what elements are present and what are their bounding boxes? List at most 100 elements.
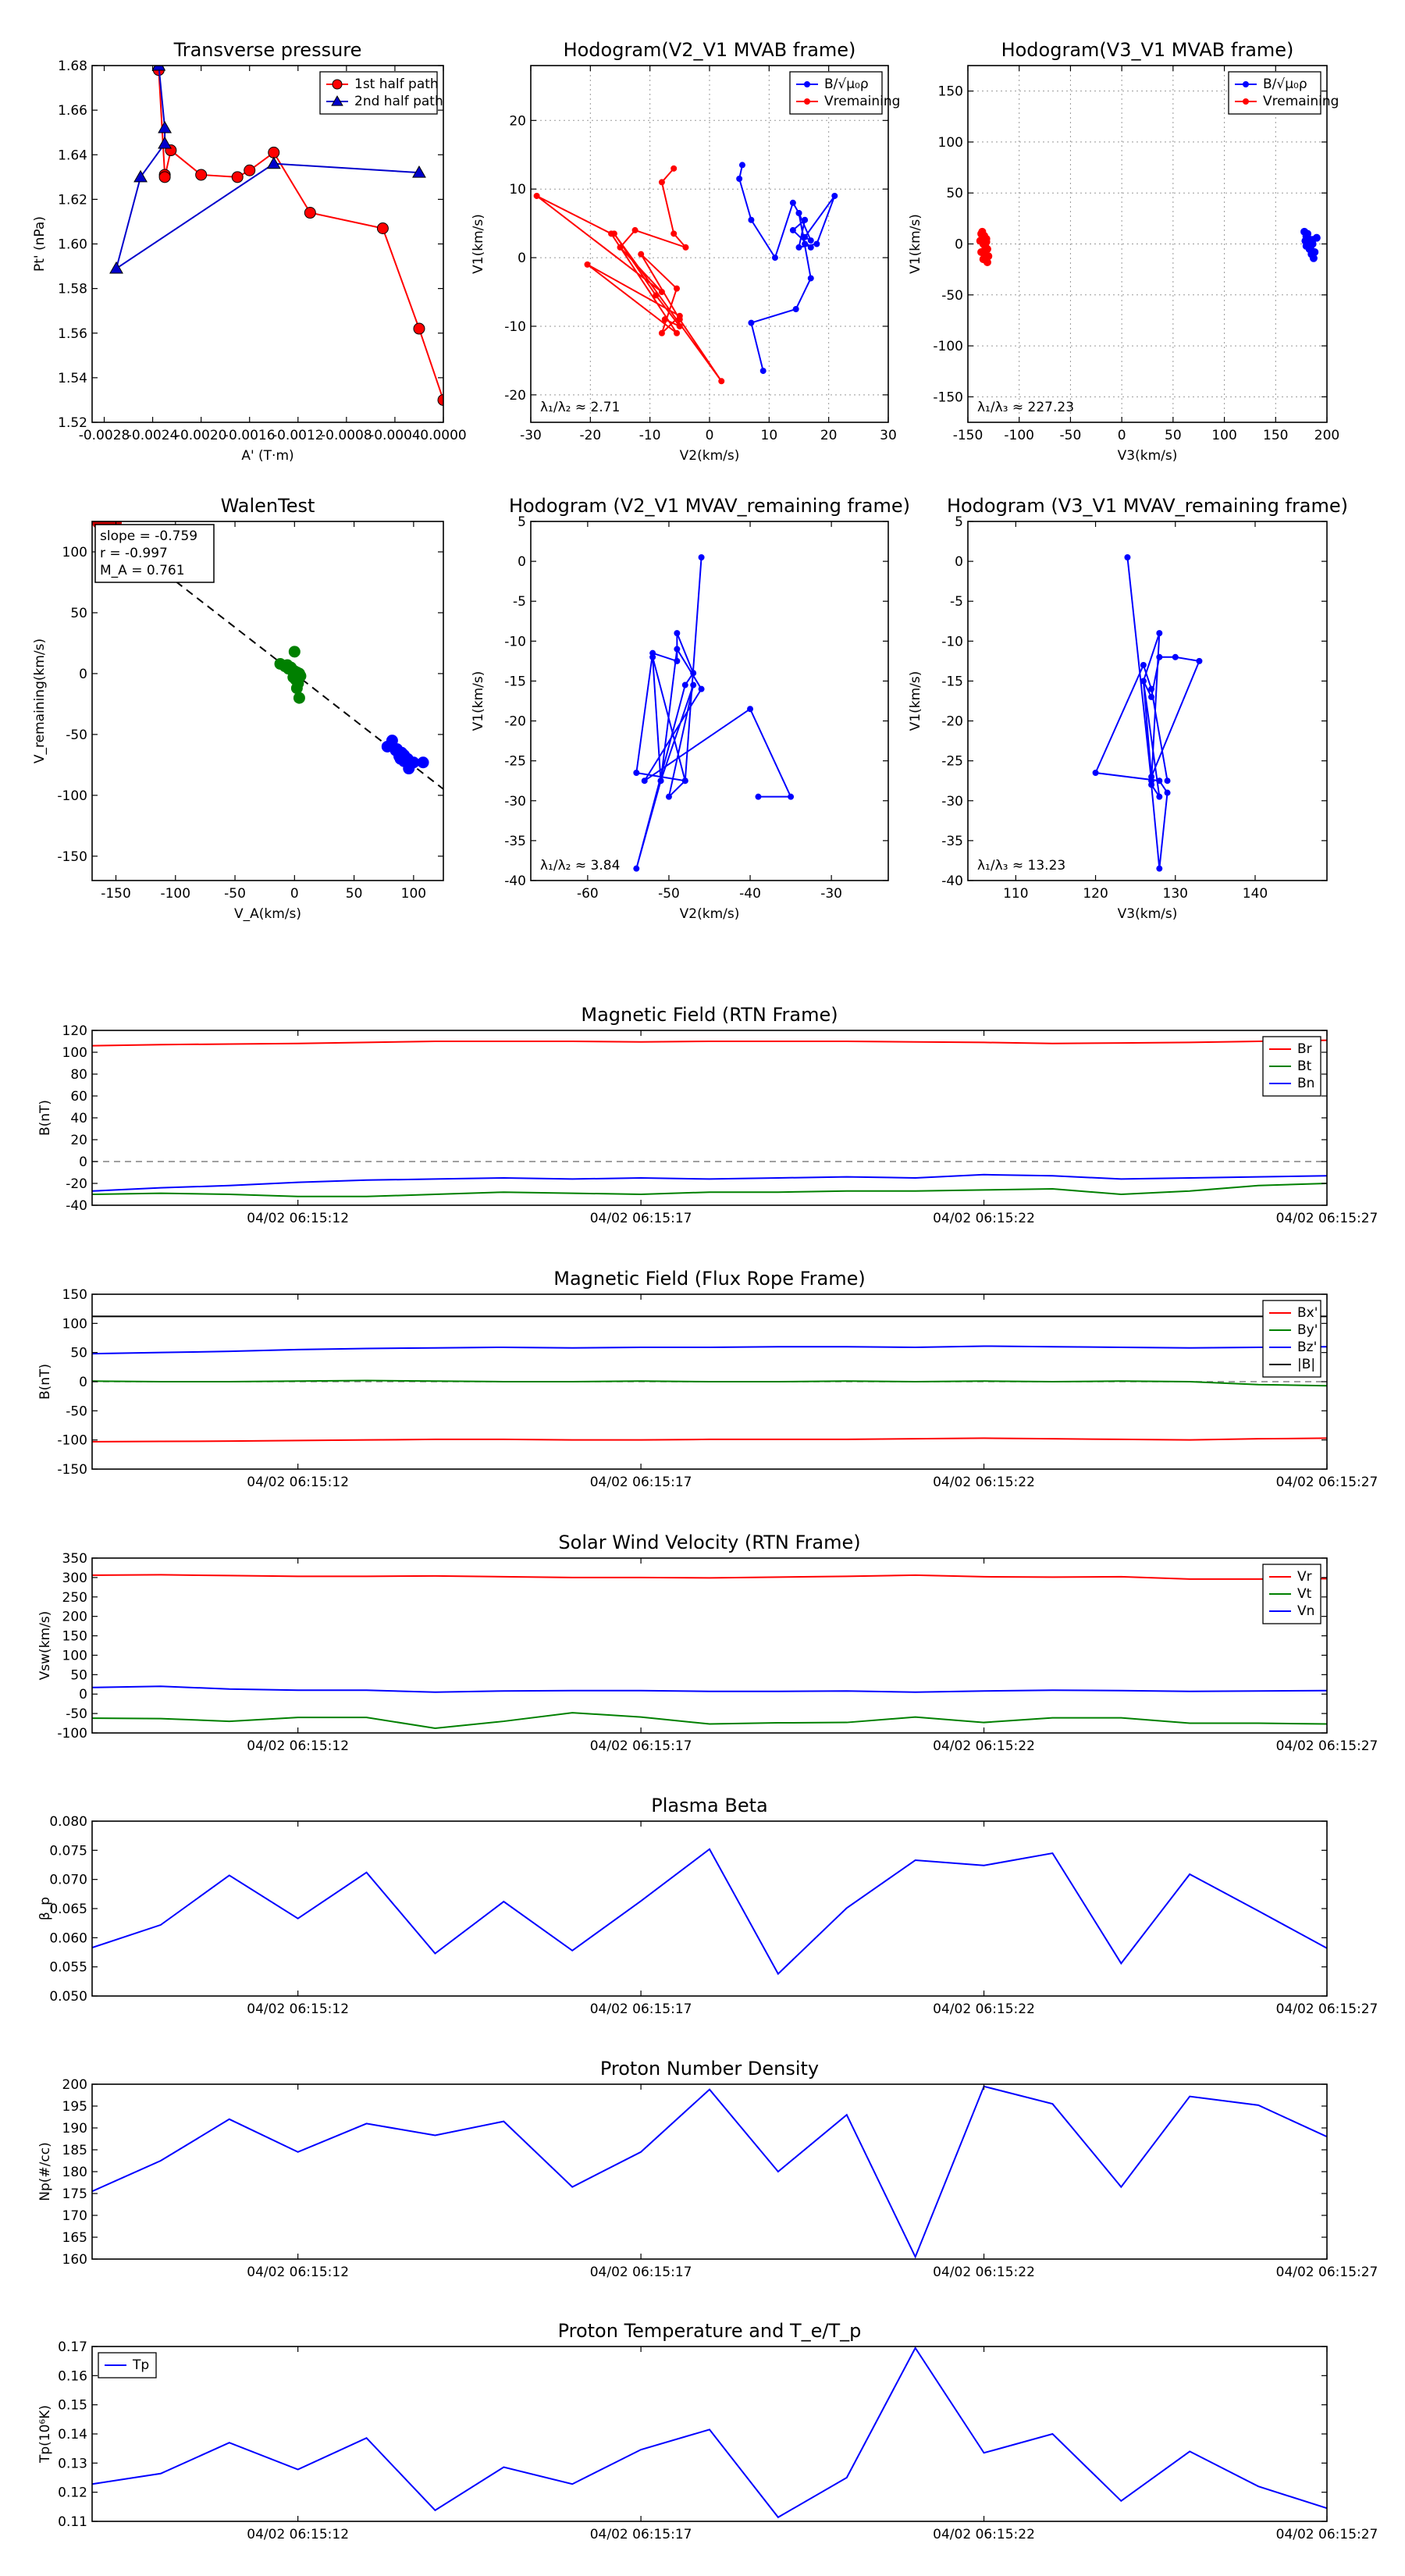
y-tick-label: -20 xyxy=(66,1176,87,1192)
proton-number-density-chart: Proton Number Density 04/02 06:15:12 04/02… xyxy=(37,2058,1378,2280)
data-point xyxy=(195,169,208,181)
data-point xyxy=(633,865,640,872)
y-tick-label: 200 xyxy=(62,2077,87,2093)
plot-area xyxy=(633,554,795,872)
y-tick-label: -100 xyxy=(57,788,87,804)
data-point xyxy=(1156,865,1163,872)
y-tick-label: 0 xyxy=(79,1687,87,1703)
y-tick-label: 50 xyxy=(70,1667,87,1683)
x-tick-label: 0 xyxy=(290,886,299,902)
y-tick-label: -40 xyxy=(504,873,526,889)
data-point xyxy=(290,682,303,695)
data-point xyxy=(649,653,656,660)
series-line xyxy=(92,1574,1327,1580)
data-point xyxy=(755,793,762,800)
y-tick-label: 100 xyxy=(62,1648,87,1663)
y-tick-label: -150 xyxy=(933,390,963,405)
x-tick-label: 04/02 06:15:17 xyxy=(590,2265,692,2280)
stats-line: M_A = 0.761 xyxy=(100,563,185,578)
series-line xyxy=(92,1039,1327,1047)
x-axis-label: V_A(km/s) xyxy=(234,906,301,922)
data-point xyxy=(1305,240,1314,249)
y-tick-label: -100 xyxy=(57,1726,87,1742)
data-point xyxy=(831,192,838,199)
y-tick-label: -25 xyxy=(941,754,963,770)
y-tick-label: -100 xyxy=(933,339,963,354)
x-tick-label: 04/02 06:15:12 xyxy=(247,1738,349,1754)
y-tick-label: 1.60 xyxy=(58,237,87,253)
data-point xyxy=(1156,630,1163,637)
y-tick-label: 165 xyxy=(62,2230,87,2246)
data-point xyxy=(133,169,148,183)
y-tick-label: 195 xyxy=(62,2099,87,2115)
x-tick-label: -100 xyxy=(1004,428,1034,443)
plasma-beta-chart: Plasma Beta 04/02 06:15:12 04/02 06:15:17 0… xyxy=(37,1795,1378,2017)
legend: Bx'By' Bz' |B| xyxy=(1262,1300,1321,1378)
chart-title: Hodogram(V3_V1 MVAB frame) xyxy=(1001,39,1294,61)
data-point xyxy=(1140,678,1147,685)
y-tick-label: 0 xyxy=(79,1155,87,1170)
series-line xyxy=(92,2347,1327,2519)
y-tick-label: 1.64 xyxy=(58,148,87,163)
x-tick-label: 30 xyxy=(880,428,897,443)
x-tick-label: 10 xyxy=(761,428,778,443)
y-axis-label: β_p xyxy=(37,1897,53,1920)
y-tick-label: -5 xyxy=(950,594,963,610)
legend-label: Vremaining xyxy=(824,94,900,109)
y-tick-label: 170 xyxy=(62,2208,87,2224)
y-tick-label: 1.66 xyxy=(58,103,87,119)
y-tick-label: 0 xyxy=(79,667,87,682)
x-tick-label: -50 xyxy=(658,886,680,902)
x-tick-label: 140 xyxy=(1243,886,1268,902)
y-tick-label: 1.68 xyxy=(58,59,87,74)
data-point xyxy=(674,646,681,653)
x-tick-label: 150 xyxy=(1263,428,1288,443)
x-tick-label: 04/02 06:15:17 xyxy=(590,1738,692,1754)
data-point xyxy=(658,179,665,186)
y-tick-label: 0 xyxy=(79,1375,87,1390)
plot-area xyxy=(92,1039,1327,1197)
y-tick-label: -40 xyxy=(66,1198,87,1214)
hodogram-v3v1-mvab-chart: Hodogram(V3_V1 MVAB frame) -150 -100 -50 0 50… xyxy=(908,39,1339,464)
data-point xyxy=(1148,774,1155,781)
legend-label: B/√μ₀ρ xyxy=(824,76,869,92)
x-tick-label: 04/02 06:15:22 xyxy=(933,2265,1035,2280)
x-tick-label: 04/02 06:15:12 xyxy=(247,1211,349,1226)
x-tick-label: 130 xyxy=(1163,886,1188,902)
x-tick-label: -0.0012 xyxy=(272,428,324,443)
series-line xyxy=(92,1685,1327,1693)
x-tick-label: 20 xyxy=(820,428,838,443)
x-tick-label: -30 xyxy=(820,886,842,902)
eigenvalue-ratio: λ₁/λ₃ ≈ 13.23 xyxy=(977,858,1065,873)
data-point xyxy=(1302,233,1311,241)
data-point xyxy=(670,165,678,172)
legend-frame xyxy=(98,2352,157,2379)
y-tick-label: -10 xyxy=(941,634,963,649)
y-tick-label: 1.52 xyxy=(58,415,87,431)
chart-title: Hodogram(V2_V1 MVAB frame) xyxy=(564,39,856,61)
plot-frame xyxy=(91,2346,1328,2522)
y-tick-label: -20 xyxy=(941,714,963,730)
y-tick-label: -15 xyxy=(504,674,526,689)
x-tick-label: 50 xyxy=(1165,428,1182,443)
series-vremaining xyxy=(533,165,725,385)
x-tick-label: 100 xyxy=(401,886,426,902)
data-point xyxy=(676,322,683,329)
chart-title: Plasma Beta xyxy=(651,1795,767,1816)
y-axis-label: V1(km/s) xyxy=(471,214,486,274)
y-tick-label: 0.080 xyxy=(49,1814,87,1830)
legend: 1st half path 2nd half path xyxy=(319,71,443,115)
proton-temperature-chart: Proton Temperature and T_e/T_p 04/02 06:1… xyxy=(37,2320,1378,2542)
legend-label: Tp xyxy=(132,2357,149,2373)
data-point xyxy=(802,216,809,223)
chart-title: Magnetic Field (Flux Rope Frame) xyxy=(553,1268,865,1290)
y-tick-label: 0.16 xyxy=(58,2368,87,2384)
series-vr xyxy=(92,1574,1327,1580)
y-tick-label: 0.055 xyxy=(49,1960,87,1976)
series-b- xyxy=(736,162,838,375)
y-tick-label: 5 xyxy=(518,514,526,530)
hodogram-v2v1-mvab-chart: Hodogram(V2_V1 MVAB frame) -30 -20 -10 0 10 20… xyxy=(471,39,900,464)
y-tick-label: 80 xyxy=(70,1067,87,1083)
legend-marker xyxy=(1243,81,1249,87)
